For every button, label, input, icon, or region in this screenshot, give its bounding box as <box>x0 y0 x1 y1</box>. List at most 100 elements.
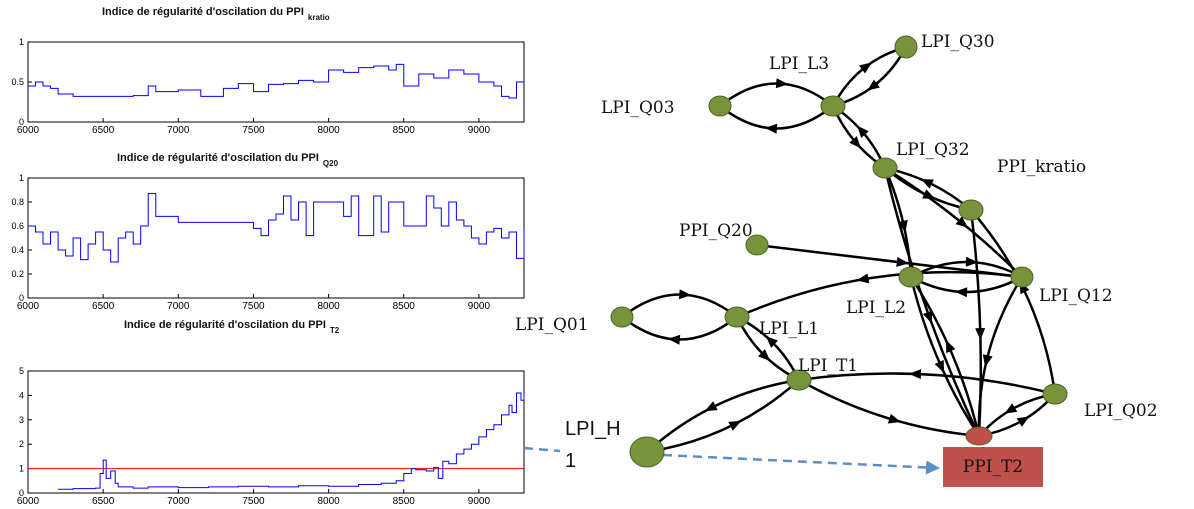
edge-lpi-q32-to-lpi-l3 <box>832 104 887 169</box>
edge-lpi-t1-to-ppi-t2 <box>798 378 980 438</box>
node-lpi-q03 <box>708 95 732 117</box>
edge-lpi-q03-to-lpi-l3-arrowhead <box>775 78 789 89</box>
node-label-lpi-q12: LPI_Q12 <box>1039 286 1113 306</box>
node-label-ppi-q20: PPI_Q20 <box>679 221 753 241</box>
edge-ppi-t2-to-lpi-l2-arrowhead <box>945 340 956 354</box>
y-tick-label-2-1: 1 <box>19 464 24 474</box>
node-lpi-l1 <box>724 306 750 328</box>
node-label-lpi-h1-line2: 1 <box>565 450 576 472</box>
edge-lpi-l3-to-lpi-q32-arrowhead <box>849 136 861 149</box>
edge-lpi-q12-to-lpi-l2-arrowhead <box>955 287 968 298</box>
x-tick-label-0-4: 8000 <box>317 125 340 136</box>
y-tick-label-1-2: 0.4 <box>11 245 24 255</box>
edge-lpi-q32-to-lpi-q12 <box>884 166 1023 278</box>
chart-2-title-sub: Q20 <box>322 159 339 168</box>
edge-lpi-h1-to-lpi-t1 <box>646 379 800 454</box>
edge-lpi-q02-to-ppi-t2 <box>978 392 1056 437</box>
node-lpi-q01 <box>610 306 634 328</box>
x-tick-label-0-1: 6500 <box>92 125 115 136</box>
x-tick-label-1-6: 9000 <box>468 301 491 312</box>
y-tick-label-1-5: 1 <box>19 173 24 183</box>
edge-lpi-l3-to-lpi-q32 <box>831 105 886 170</box>
ppi-t2-highlight-box: PPI_T2 <box>943 447 1043 487</box>
edge-lpi-l2-to-ppi-t2-arrowhead <box>934 359 945 373</box>
x-tick-label-2-4: 8000 <box>317 496 340 505</box>
edge-lpi-q30-to-lpi-l3 <box>832 46 908 108</box>
edge-lpi-t1-to-lpi-h1-arrowhead <box>704 401 718 412</box>
chart-1-title: Indice de régularité d'oscilation du PPI… <box>102 6 330 22</box>
edge-lpi-q30-to-lpi-l3-arrowhead <box>867 79 880 91</box>
edge-ppi-q20-to-lpi-q12-arrowhead <box>896 256 909 267</box>
edge-lpi-q02-to-lpi-t1 <box>798 372 1056 396</box>
edge-lpi-q12-to-ppi-t2 <box>977 276 1024 437</box>
y-tick-label-1-4: 0.8 <box>11 197 24 207</box>
x-tick-label-2-5: 8500 <box>393 496 416 505</box>
y-tick-label-0-1: 0.5 <box>11 77 24 87</box>
x-tick-label-1-2: 7000 <box>167 301 190 312</box>
edge-lpi-t1-to-lpi-l1-arrowhead <box>765 335 778 348</box>
graph-nodes <box>610 35 1068 468</box>
node-ppi-t2 <box>965 426 993 446</box>
node-lpi-t1 <box>786 369 812 391</box>
node-lpi-q32 <box>872 157 898 179</box>
chart-ppi-kratio: 6000 6500 7000 7500 8000 8500 9000 0 0.5 1 <box>11 37 525 136</box>
node-label-lpi-q01: LPI_Q01 <box>515 315 589 335</box>
edge-lpi-q02-to-ppi-t2-arrowhead <box>1004 403 1018 414</box>
edge-lpi-q01-to-lpi-l1-arrowhead <box>678 289 692 300</box>
chart-3-title-text: Indice de régularité d'oscilation du PPI <box>124 319 326 331</box>
node-ppi-q20 <box>745 234 769 256</box>
edge-ppi-t2-to-lpi-q02-arrowhead <box>1016 416 1030 427</box>
edge-ppi-kratio-to-lpi-q32-arrowhead <box>920 179 934 189</box>
node-lpi-q30 <box>894 35 918 59</box>
y-tick-label-2-0: 0 <box>19 488 24 498</box>
edge-lpi-t1-to-ppi-t2-arrowhead <box>887 413 901 424</box>
x-tick-label-0-0: 6000 <box>17 125 40 136</box>
edge-lpi-q32-to-ppi-t2-arrowhead <box>922 310 933 324</box>
x-tick-label-1-0: 6000 <box>17 301 40 312</box>
node-lpi-q02 <box>1042 383 1068 405</box>
node-label-lpi-l3: LPI_L3 <box>769 54 829 74</box>
y-tick-label-1-3: 0.6 <box>11 221 24 231</box>
chart-3-title: Indice de régularité d'oscilation du PPI… <box>124 319 339 335</box>
edge-lpi-q12-to-lpi-l1-arrowhead <box>856 273 870 284</box>
series-line-1-0 <box>28 193 525 263</box>
edge-lpi-l1-to-lpi-q01-arrowhead <box>667 334 681 345</box>
y-tick-label-0-0: 0 <box>19 117 24 127</box>
node-lpi-q12 <box>1010 266 1034 288</box>
node-lpi-l2 <box>898 266 924 288</box>
y-tick-label-2-2: 2 <box>19 439 24 449</box>
x-tick-label-2-3: 7500 <box>242 496 265 505</box>
node-ppi-kratio <box>958 199 984 221</box>
edge-lpi-l3-to-lpi-q30 <box>831 45 907 107</box>
series-line-2-0 <box>58 392 525 490</box>
edge-lpi-l2-to-lpi-q12-arrowhead <box>965 256 978 267</box>
chart-1-title-text: Indice de régularité d'oscilation du PPI <box>102 6 304 18</box>
x-tick-label-0-2: 7000 <box>167 125 190 136</box>
chart-1-title-sub: kratio <box>307 13 330 22</box>
dashed-link-lpi-h1-to-ppi-t2 <box>662 453 940 475</box>
x-tick-label-2-1: 6500 <box>92 496 115 505</box>
chart-ppi-t2: 6000 6500 7000 7500 8000 8500 9000 0 1 2 3 4 5 <box>17 366 525 505</box>
ppi-t2-box-label: PPI_T2 <box>962 457 1024 477</box>
x-tick-label-0-6: 9000 <box>468 125 491 136</box>
node-label-lpi-t1: LPI_T1 <box>798 356 858 376</box>
edge-lpi-q12-to-ppi-t2-arrowhead <box>982 354 993 368</box>
edge-lpi-q02-to-lpi-t1-arrowhead <box>908 369 922 380</box>
y-tick-label-2-3: 3 <box>19 415 24 425</box>
node-label-lpi-h1-line1: LPI_H <box>565 418 621 440</box>
chart-2-title-text: Indice de régularité d'oscilation du PPI <box>117 152 319 164</box>
y-tick-label-2-5: 5 <box>19 366 24 376</box>
x-tick-label-1-4: 8000 <box>317 301 340 312</box>
edge-lpi-h1-to-lpi-t1-arrowhead <box>728 420 742 431</box>
x-tick-label-2-2: 7000 <box>167 496 190 505</box>
edge-ppi-t2-to-lpi-l2 <box>909 276 981 437</box>
y-tick-label-1-1: 0.2 <box>11 269 24 279</box>
node-label-ppi-kratio: PPI_kratio <box>997 157 1086 177</box>
node-label-lpi-q32: LPI_Q32 <box>896 140 970 160</box>
edge-lpi-t1-to-lpi-h1 <box>646 378 800 453</box>
plot-area-0 <box>27 41 525 123</box>
x-tick-label-0-3: 7500 <box>242 125 265 136</box>
edge-ppi-kratio-to-ppi-t2-arrowhead <box>975 327 986 341</box>
edge-lpi-l2-to-ppi-t2 <box>909 276 981 437</box>
